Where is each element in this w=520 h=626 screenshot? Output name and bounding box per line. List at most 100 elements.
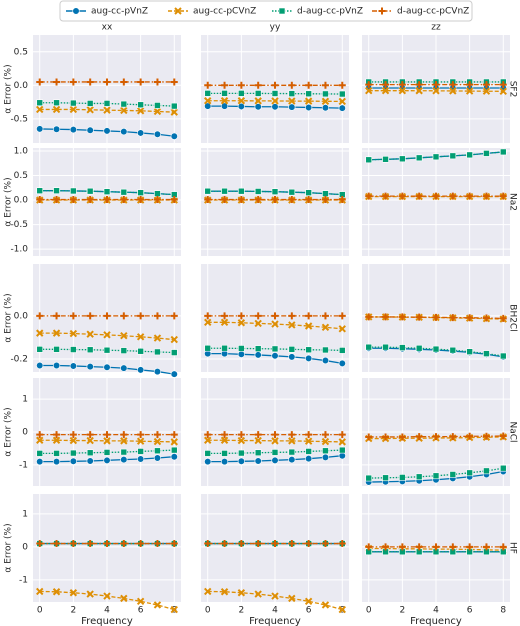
data-point xyxy=(254,103,262,111)
data-point xyxy=(36,540,44,548)
data-point xyxy=(69,105,78,114)
row-label: Na2 xyxy=(508,193,518,211)
data-point xyxy=(86,346,94,354)
data-point xyxy=(271,592,279,600)
data-point xyxy=(305,354,313,362)
data-point xyxy=(288,448,296,456)
data-point xyxy=(120,347,128,354)
data-point xyxy=(254,449,262,457)
data-point xyxy=(288,97,296,105)
data-point xyxy=(271,81,279,89)
data-point xyxy=(70,449,77,457)
data-point xyxy=(338,325,346,333)
data-point xyxy=(499,543,507,551)
data-point xyxy=(69,125,77,134)
data-point xyxy=(365,543,373,551)
data-point xyxy=(53,346,60,353)
data-point xyxy=(136,597,145,606)
data-point xyxy=(53,196,61,204)
data-point xyxy=(69,457,77,465)
data-point xyxy=(170,370,178,378)
data-point xyxy=(237,102,245,111)
data-point xyxy=(321,81,329,89)
data-point xyxy=(466,81,474,89)
data-point xyxy=(288,431,296,439)
data-point xyxy=(53,540,61,548)
x-axis-label: Frequency xyxy=(410,616,462,626)
data-point xyxy=(221,312,229,320)
data-point xyxy=(36,312,44,320)
data-point xyxy=(432,472,440,480)
data-point xyxy=(382,81,390,89)
data-point xyxy=(238,449,245,457)
data-point xyxy=(204,187,212,195)
data-point xyxy=(86,431,94,439)
y-tick-label: 0.0 xyxy=(14,311,29,321)
data-point xyxy=(338,347,346,354)
data-point xyxy=(365,156,373,164)
data-point xyxy=(221,431,229,439)
data-point xyxy=(103,540,111,548)
data-point xyxy=(254,90,262,97)
legend-label: aug-cc-pCVnZ xyxy=(193,7,256,17)
legend-marker xyxy=(174,7,182,15)
data-point xyxy=(449,346,457,354)
data-point xyxy=(288,321,296,329)
x-tick-label: 0 xyxy=(37,606,43,616)
y-tick-label: 1 xyxy=(22,395,28,405)
data-point xyxy=(365,474,373,482)
data-point xyxy=(398,313,406,321)
y-tick-label: -1 xyxy=(19,575,28,585)
y-tick-label: 0 xyxy=(22,428,28,438)
data-point xyxy=(304,97,313,105)
data-point xyxy=(36,99,44,107)
data-point xyxy=(237,312,245,320)
x-tick-label: 2 xyxy=(238,606,244,616)
legend-marker xyxy=(378,7,386,15)
data-point xyxy=(449,87,457,95)
data-point xyxy=(170,431,178,439)
data-point xyxy=(499,192,507,200)
y-tick-label: 0 xyxy=(22,542,28,552)
data-point xyxy=(499,87,507,96)
data-point xyxy=(271,103,279,111)
data-point xyxy=(204,97,212,105)
data-point xyxy=(288,196,296,204)
data-point xyxy=(415,192,423,200)
data-point xyxy=(288,90,296,97)
data-point xyxy=(120,78,128,86)
column-title: zz xyxy=(431,23,441,33)
data-point xyxy=(237,319,246,327)
data-point xyxy=(305,103,313,112)
data-point xyxy=(52,588,61,596)
data-point xyxy=(398,543,406,551)
data-point xyxy=(86,540,94,548)
data-point xyxy=(466,348,473,355)
data-point xyxy=(36,431,44,439)
data-point xyxy=(254,540,262,548)
data-point xyxy=(120,188,128,196)
data-point xyxy=(120,431,128,439)
y-tick-label: -0.5 xyxy=(10,220,28,230)
data-point xyxy=(305,90,312,98)
data-point xyxy=(271,437,279,445)
data-point xyxy=(449,433,457,441)
data-point xyxy=(432,153,440,161)
data-point xyxy=(36,125,44,133)
data-point xyxy=(482,543,490,551)
x-tick-label: 4 xyxy=(104,606,110,616)
data-point xyxy=(237,436,246,445)
x-tick-label: 6 xyxy=(306,606,312,616)
data-point xyxy=(86,78,94,86)
data-point xyxy=(305,312,313,320)
data-point xyxy=(153,540,161,548)
data-point xyxy=(271,540,279,548)
data-point xyxy=(398,86,407,95)
x-tick-label: 6 xyxy=(138,606,144,616)
data-point xyxy=(321,540,329,548)
data-point xyxy=(86,126,94,134)
data-point xyxy=(483,467,490,475)
data-point xyxy=(69,312,77,320)
data-point xyxy=(86,330,94,338)
data-point xyxy=(237,81,245,89)
